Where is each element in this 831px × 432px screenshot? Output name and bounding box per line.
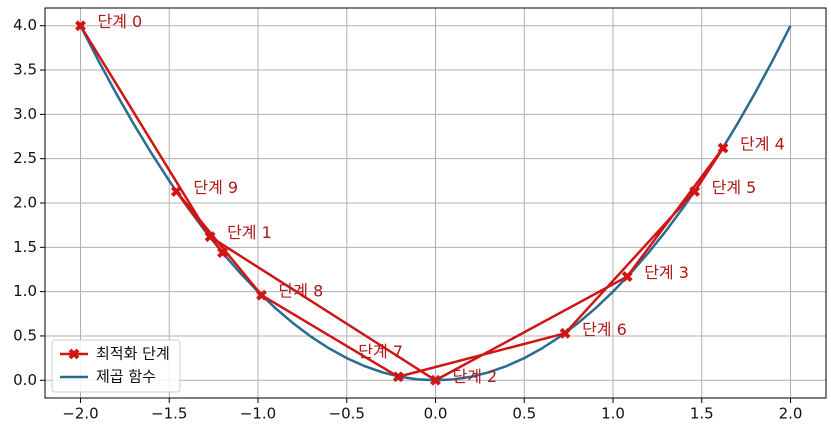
y-tick-label: 3.5 (13, 61, 37, 79)
x-tick-label: −1.0 (240, 405, 276, 423)
x-tick-label: 2.0 (779, 405, 803, 423)
marker (256, 289, 267, 301)
y-tick-label: 1.0 (13, 282, 37, 300)
x-tick-label: −0.5 (329, 405, 365, 423)
y-tick-label: 0.5 (13, 326, 37, 344)
y-tick-label: 0.0 (13, 371, 37, 389)
marker (621, 271, 633, 282)
marker (217, 247, 228, 259)
step-label: 단계 1 (227, 223, 272, 242)
marker (75, 20, 86, 32)
marker (430, 374, 441, 386)
x-tick-label: 1.0 (601, 405, 625, 423)
marker (204, 231, 216, 243)
marker (170, 186, 182, 197)
x-tick-label: 0.0 (424, 405, 448, 423)
marker (689, 186, 701, 197)
x-tick-label: −1.5 (151, 405, 187, 423)
step-label: 단계 6 (582, 320, 627, 339)
x-tick-label: 1.5 (690, 405, 714, 423)
x-tick-label: −2.0 (62, 405, 98, 423)
y-tick-label: 3.0 (13, 105, 37, 123)
x-tick-label: 0.5 (512, 405, 536, 423)
y-tick-label: 2.5 (13, 149, 37, 167)
step-label: 단계 5 (712, 178, 757, 197)
step-label: 단계 9 (193, 178, 238, 197)
step-label: 단계 7 (358, 342, 403, 361)
y-tick-label: 4.0 (13, 16, 37, 34)
step-label: 단계 0 (98, 12, 143, 31)
step-label: 단계 2 (453, 367, 498, 386)
marker (559, 327, 571, 339)
legend-label: 최적화 단계 (96, 345, 170, 363)
step-label: 단계 3 (644, 263, 689, 282)
marker (717, 142, 729, 154)
y-tick-label: 1.5 (13, 238, 37, 256)
step-label: 단계 4 (740, 135, 785, 154)
legend-label: 제곱 함수 (96, 368, 156, 386)
marker (392, 371, 404, 383)
step-label: 단계 8 (279, 282, 324, 301)
legend-marker (68, 348, 80, 360)
y-tick-label: 2.0 (13, 194, 37, 212)
plot-frame (44, 7, 827, 399)
